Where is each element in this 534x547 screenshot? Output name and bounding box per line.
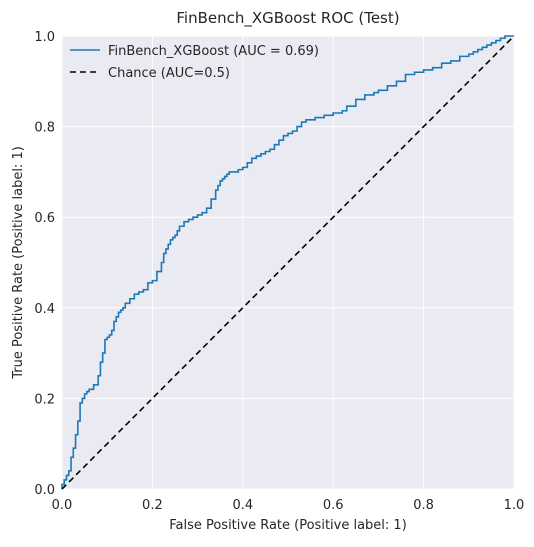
- x-tick-label: 0.4: [232, 498, 253, 513]
- y-tick-label: 0.8: [34, 121, 55, 136]
- legend-label: FinBench_XGBoost (AUC = 0.69): [108, 44, 319, 59]
- x-tick-label: 1.0: [504, 498, 525, 513]
- y-axis-label: True Positive Rate (Positive label: 1): [11, 146, 26, 380]
- x-tick-label: 0.0: [52, 498, 73, 513]
- x-tick-label: 0.6: [323, 498, 344, 513]
- legend-label: Chance (AUC=0.5): [108, 66, 230, 81]
- x-tick-labels: 0.0 0.2 0.4 0.6 0.8 1.0: [52, 498, 525, 513]
- y-tick-label: 0.2: [34, 392, 55, 407]
- y-tick-labels: 0.0 0.2 0.4 0.6 0.8 1.0: [34, 30, 55, 498]
- x-axis-label: False Positive Rate (Positive label: 1): [169, 518, 407, 533]
- x-tick-label: 0.8: [413, 498, 434, 513]
- y-tick-label: 0.0: [34, 483, 55, 498]
- x-tick-label: 0.2: [142, 498, 163, 513]
- chart-title: FinBench_XGBoost ROC (Test): [176, 9, 399, 28]
- y-tick-label: 0.4: [34, 302, 55, 317]
- y-tick-label: 1.0: [34, 30, 55, 45]
- y-tick-label: 0.6: [34, 211, 55, 226]
